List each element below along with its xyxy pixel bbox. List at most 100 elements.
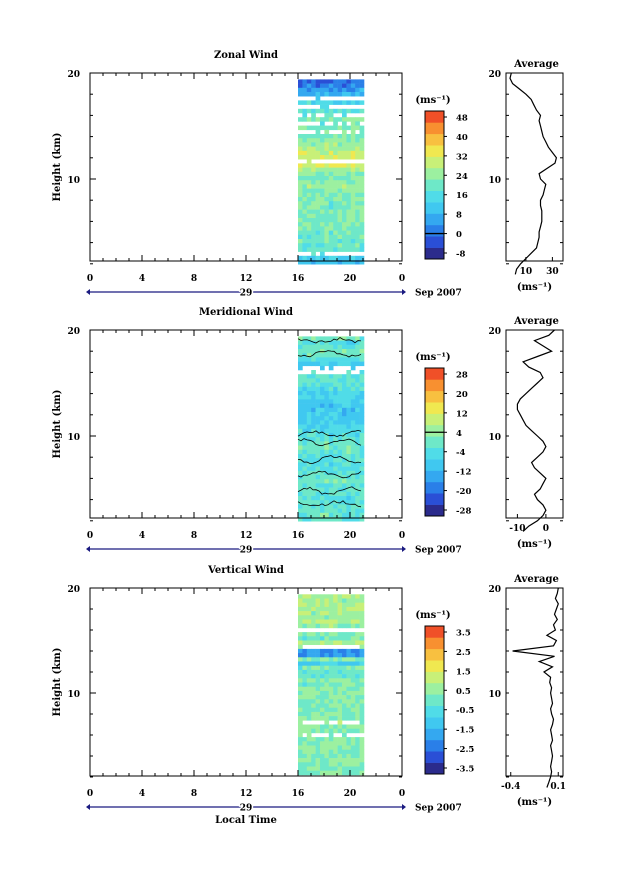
heatmap-cell bbox=[328, 690, 334, 696]
heatmap-cell bbox=[328, 686, 334, 692]
heatmap-cell bbox=[355, 121, 360, 126]
heatmap-cell bbox=[342, 260, 347, 265]
heatmap-cell bbox=[320, 205, 325, 210]
heatmap-cell bbox=[359, 222, 365, 227]
heatmap-cell bbox=[315, 678, 321, 683]
heatmap-cell bbox=[328, 117, 334, 122]
heatmap-cell bbox=[342, 142, 347, 147]
heatmap-cell bbox=[346, 669, 352, 675]
heatmap-cell bbox=[355, 167, 360, 173]
heatmap-cell bbox=[324, 606, 330, 612]
heatmap-cell bbox=[302, 205, 308, 210]
heatmap-cell bbox=[306, 458, 312, 463]
heatmap-cell bbox=[311, 180, 316, 185]
heatmap-cell bbox=[355, 598, 360, 603]
heatmap-cell bbox=[350, 184, 356, 189]
heatmap-cell bbox=[311, 433, 316, 438]
heatmap-cell bbox=[337, 260, 343, 265]
heatmap-cell bbox=[328, 508, 334, 514]
colorbar-segment bbox=[425, 213, 444, 226]
heatmap-cell bbox=[298, 470, 303, 476]
heatmap-cell bbox=[337, 412, 343, 417]
heatmap-cell bbox=[328, 437, 334, 442]
colorbar-frame bbox=[424, 110, 445, 260]
heatmap-cell bbox=[302, 716, 308, 721]
heatmap-cell bbox=[315, 479, 321, 484]
contour-line bbox=[297, 429, 362, 438]
heatmap-cell bbox=[306, 462, 312, 467]
heatmap-cell bbox=[302, 653, 308, 658]
heatmap-cell bbox=[315, 598, 321, 603]
heatmap-cell bbox=[359, 504, 365, 509]
heatmap-cell bbox=[355, 83, 360, 89]
heatmap-cell bbox=[324, 466, 330, 472]
heatmap-cell bbox=[359, 234, 365, 240]
heatmap-cell bbox=[328, 239, 334, 244]
heatmap-cell bbox=[328, 611, 334, 616]
heatmap-cell bbox=[324, 357, 330, 362]
heatmap-cell bbox=[320, 745, 325, 750]
heatmap-cell bbox=[315, 707, 321, 713]
heatmap-cell bbox=[342, 428, 347, 434]
heatmap-cell bbox=[346, 619, 352, 624]
heatmap-cell bbox=[328, 619, 334, 624]
heatmap-cell bbox=[311, 412, 316, 417]
heatmap-cell bbox=[359, 669, 365, 675]
heatmap-cell bbox=[302, 192, 308, 198]
profile-y-tick-label: 10 bbox=[488, 176, 501, 186]
colorbar-tick-label: 40 bbox=[456, 133, 468, 143]
heatmap-cell bbox=[342, 83, 347, 89]
date-bar-left-cap bbox=[86, 289, 90, 295]
heatmap-cell bbox=[359, 412, 365, 417]
heatmap-cell bbox=[298, 678, 303, 683]
x-tick-label: 16 bbox=[292, 274, 305, 284]
heatmap-cell bbox=[324, 707, 330, 713]
x-tick-label: 16 bbox=[292, 531, 305, 541]
heatmap-cell bbox=[333, 479, 338, 484]
heatmap-cell bbox=[315, 433, 321, 438]
heatmap-cell bbox=[355, 155, 360, 160]
heatmap-cell bbox=[346, 623, 352, 629]
heatmap-cell bbox=[342, 758, 347, 763]
heatmap-cell bbox=[333, 218, 338, 223]
heatmap-cell bbox=[306, 260, 312, 265]
heatmap-cell bbox=[324, 171, 330, 177]
heatmap-cell bbox=[346, 125, 352, 131]
heatmap-cell bbox=[306, 83, 312, 89]
colorbar-tick-label: 4 bbox=[456, 429, 462, 439]
heatmap-cell bbox=[333, 770, 338, 776]
y-tick-label: 10 bbox=[67, 433, 80, 443]
heatmap-cell bbox=[311, 424, 316, 430]
heatmap-cell bbox=[333, 470, 338, 476]
heatmap-cell bbox=[315, 201, 321, 206]
heatmap-cell bbox=[311, 142, 316, 147]
heatmap-cell bbox=[298, 703, 303, 708]
heatmap-cell bbox=[324, 720, 330, 725]
heatmap-cell bbox=[324, 479, 330, 484]
heatmap-cell bbox=[311, 374, 316, 379]
heatmap-cell bbox=[298, 100, 303, 105]
heatmap-cell bbox=[346, 690, 352, 696]
heatmap-cell bbox=[315, 606, 321, 612]
heatmap-cell bbox=[328, 728, 334, 734]
heatmap-cell bbox=[324, 745, 330, 750]
heatmap-cell bbox=[342, 188, 347, 194]
heatmap-cell bbox=[324, 374, 330, 379]
heatmap-cell bbox=[337, 598, 343, 603]
x-tick-label: 8 bbox=[191, 531, 197, 541]
heatmap-cell bbox=[324, 483, 330, 488]
heatmap-cell bbox=[346, 370, 352, 375]
heatmap-cell bbox=[350, 150, 356, 156]
heatmap-cell bbox=[320, 386, 325, 392]
heatmap-cell bbox=[342, 441, 347, 446]
heatmap-cell bbox=[306, 657, 312, 662]
heatmap-cell bbox=[315, 108, 321, 114]
heatmap-cell bbox=[337, 441, 343, 446]
heatmap-cell bbox=[342, 753, 347, 759]
heatmap-cell bbox=[324, 108, 330, 114]
heatmap-cell bbox=[342, 458, 347, 463]
heatmap-cell bbox=[355, 117, 360, 122]
heatmap-cell bbox=[333, 121, 338, 126]
heatmap-cell bbox=[315, 230, 321, 236]
heatmap-cell bbox=[298, 648, 303, 654]
